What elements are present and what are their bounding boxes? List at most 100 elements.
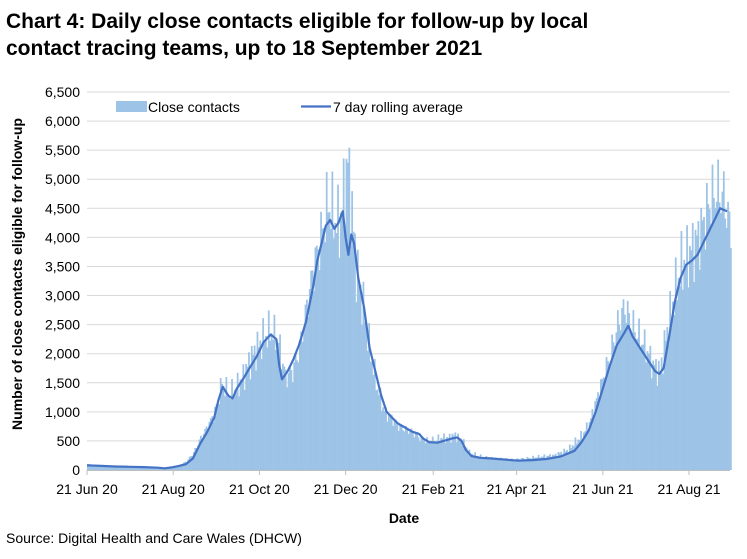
close-contacts-bar xyxy=(323,227,325,470)
close-contacts-bar xyxy=(123,467,126,470)
close-contacts-bar xyxy=(419,441,421,470)
close-contacts-bar xyxy=(116,467,119,470)
close-contacts-bar xyxy=(713,197,715,471)
close-contacts-bar xyxy=(102,466,105,470)
close-contacts-bar xyxy=(115,467,118,470)
close-contacts-bar xyxy=(437,434,440,470)
close-contacts-bar xyxy=(469,454,472,470)
close-contacts-bar xyxy=(378,395,380,470)
close-contacts-bar xyxy=(417,437,420,470)
close-contacts-bar xyxy=(313,291,315,470)
close-contacts-bar xyxy=(209,418,212,470)
y-tick-label: 5,000 xyxy=(45,171,80,187)
close-contacts-bar xyxy=(673,314,676,470)
close-contacts-bar xyxy=(232,399,235,470)
close-contacts-bar xyxy=(445,436,448,470)
close-contacts-bar xyxy=(516,458,519,470)
close-contacts-bar xyxy=(146,467,149,470)
close-contacts-bar xyxy=(485,455,488,470)
close-contacts-bar xyxy=(409,431,411,470)
close-contacts-bar xyxy=(273,314,276,470)
close-contacts-bar xyxy=(345,158,348,470)
close-contacts-bar xyxy=(136,466,139,470)
x-tick-label: 21 Jun 21 xyxy=(572,481,634,497)
close-contacts-bar xyxy=(656,385,659,470)
close-contacts-bar xyxy=(373,359,376,470)
close-contacts-bar xyxy=(628,313,631,470)
close-contacts-bar xyxy=(192,452,195,470)
close-contacts-bar xyxy=(602,377,605,470)
close-contacts-bar xyxy=(420,435,423,470)
rolling-average-line xyxy=(86,207,728,470)
close-contacts-bar xyxy=(462,439,465,470)
close-contacts-bar xyxy=(133,467,136,470)
close-contacts-bar xyxy=(646,351,649,470)
close-contacts-bar xyxy=(585,422,588,470)
close-contacts-bar xyxy=(624,314,626,470)
close-contacts-bar xyxy=(693,282,696,470)
close-contacts-bar xyxy=(341,211,344,470)
close-contacts-bar xyxy=(185,462,188,470)
y-tick-label: 500 xyxy=(57,433,81,449)
close-contacts-bar xyxy=(460,438,462,470)
close-contacts-bar xyxy=(229,399,232,470)
close-contacts-bar xyxy=(365,325,368,470)
close-contacts-bar xyxy=(255,370,257,470)
close-contacts-bar xyxy=(616,310,619,470)
close-contacts-bar xyxy=(242,364,245,470)
y-tick-label: 6,500 xyxy=(45,84,80,100)
close-contacts-bar xyxy=(280,369,283,470)
close-contacts-bar xyxy=(272,339,274,470)
close-contacts-bar xyxy=(317,249,320,470)
close-contacts-bar xyxy=(686,225,688,470)
close-contacts-bar xyxy=(454,432,457,470)
close-contacts-bar xyxy=(99,465,102,470)
close-contacts-bar xyxy=(440,438,443,470)
close-contacts-bar xyxy=(566,449,568,470)
close-contacts-bar xyxy=(195,447,198,470)
close-contacts-bar xyxy=(397,430,400,470)
close-contacts-bar xyxy=(306,299,308,470)
close-contacts-bar xyxy=(308,289,311,470)
close-contacts-bar xyxy=(448,433,451,470)
close-contacts-bar xyxy=(231,378,233,470)
close-contacts-bar xyxy=(239,379,242,470)
close-contacts-bar xyxy=(499,457,502,470)
close-contacts-bar xyxy=(198,439,201,470)
close-contacts-bar xyxy=(540,456,543,470)
close-contacts-bar xyxy=(568,444,571,470)
x-tick-label: 21 Jun 20 xyxy=(56,481,118,497)
close-contacts-bar xyxy=(592,418,595,470)
close-contacts-bar xyxy=(591,408,594,470)
close-contacts-bar xyxy=(467,452,469,470)
close-contacts-bar xyxy=(371,361,373,470)
close-contacts-bar xyxy=(506,458,509,470)
close-contacts-bar xyxy=(389,414,392,470)
close-contacts-bar xyxy=(385,407,387,470)
close-contacts-bar xyxy=(653,365,656,470)
close-contacts-bar xyxy=(348,147,351,471)
close-contacts-bar xyxy=(618,324,621,470)
close-contacts-bar xyxy=(650,378,653,470)
close-contacts-bar xyxy=(217,399,219,470)
close-contacts-bar xyxy=(303,329,305,470)
close-contacts-bar xyxy=(669,291,671,470)
close-contacts-bar xyxy=(679,286,681,470)
close-contacts-bar xyxy=(594,401,597,470)
close-contacts-bar xyxy=(575,443,578,470)
close-contacts-bar xyxy=(608,363,611,470)
close-contacts-bar xyxy=(250,346,253,470)
close-contacts-bar xyxy=(696,235,698,470)
close-contacts-bar xyxy=(204,428,207,470)
close-contacts-bar xyxy=(482,457,485,470)
y-tick-label: 4,500 xyxy=(45,200,80,216)
close-contacts-bar xyxy=(106,467,109,470)
close-contacts-bar xyxy=(352,231,355,470)
close-contacts-bar xyxy=(633,332,636,470)
close-contacts-bar xyxy=(412,431,414,470)
close-contacts-bar xyxy=(276,342,279,470)
close-contacts-bar xyxy=(101,466,103,470)
close-contacts-bar xyxy=(130,466,133,470)
close-contacts-bar xyxy=(711,164,714,470)
close-contacts-bar xyxy=(520,457,523,470)
